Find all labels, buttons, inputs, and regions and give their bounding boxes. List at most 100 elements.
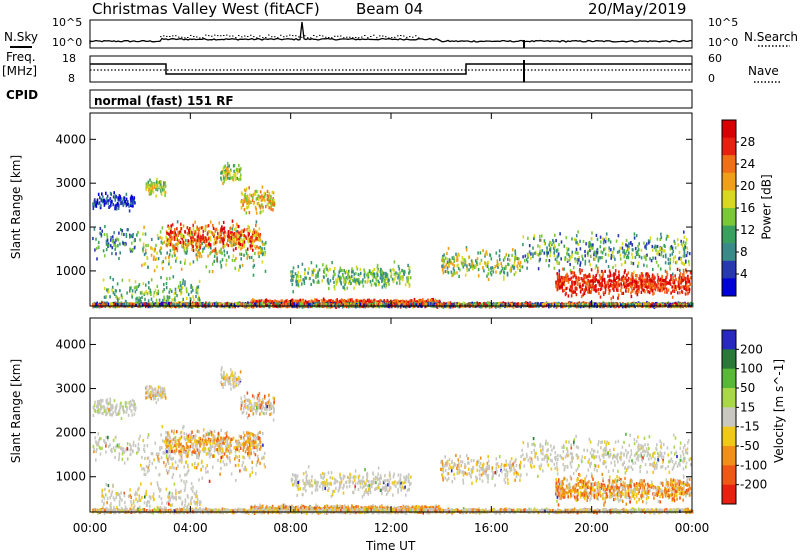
power-cell — [659, 246, 662, 251]
power-cell — [129, 235, 131, 239]
power-cell — [644, 255, 647, 259]
power-cell — [602, 271, 604, 275]
power-cell — [236, 230, 239, 234]
power-cell — [242, 229, 245, 233]
power-cell — [590, 290, 592, 294]
power-cell — [215, 240, 217, 244]
power-cell — [220, 176, 222, 180]
power-cell — [160, 246, 163, 250]
power-cell — [627, 271, 630, 275]
power-cell — [371, 269, 374, 273]
power-cell — [117, 244, 119, 248]
power-cell — [168, 253, 171, 257]
power-cell — [599, 256, 602, 260]
power-cell — [176, 227, 178, 231]
power-cell — [593, 250, 596, 254]
power-cell — [169, 249, 172, 253]
power-cell — [327, 281, 330, 285]
power-cell — [676, 267, 679, 271]
power-cell — [646, 275, 649, 279]
power-cell — [656, 284, 658, 288]
power-cell — [195, 290, 198, 294]
power-cell — [687, 259, 690, 264]
power-cell — [190, 285, 192, 289]
power-cell — [209, 243, 212, 247]
power-cell — [130, 286, 132, 290]
power-cell — [250, 255, 253, 259]
power-cell — [615, 281, 618, 286]
power-cell — [105, 248, 108, 252]
power-cell — [184, 261, 186, 265]
power-cell — [169, 238, 172, 242]
power-cell — [578, 283, 581, 287]
power-cell — [249, 244, 252, 248]
power-cell — [376, 276, 378, 280]
power-cell — [636, 274, 638, 278]
power-cell — [192, 245, 194, 249]
power-cell — [263, 194, 266, 199]
power-cell — [556, 261, 559, 265]
power-cell — [351, 267, 353, 271]
power-cell — [231, 231, 233, 235]
power-cell — [671, 289, 674, 293]
power-cell — [234, 266, 236, 270]
power-cell — [224, 230, 226, 234]
power-cell — [299, 298, 302, 302]
power-cell — [607, 274, 609, 278]
power-cell — [161, 241, 164, 245]
power-cell — [228, 255, 230, 259]
power-cell — [503, 277, 505, 281]
power-cell — [240, 247, 242, 251]
power-cell — [641, 274, 644, 278]
power-cell — [119, 289, 121, 293]
power-cell — [236, 176, 238, 180]
power-cell — [576, 258, 579, 262]
power-cell — [500, 269, 503, 273]
power-cell — [325, 273, 328, 277]
power-cell — [613, 276, 615, 280]
power-cell — [272, 200, 274, 204]
power-cell — [566, 247, 568, 251]
power-cell — [220, 247, 222, 251]
power-cell — [209, 252, 211, 256]
power-cell — [611, 284, 614, 288]
power-cell — [577, 280, 579, 284]
power-cell — [231, 233, 233, 237]
power-cell — [351, 270, 353, 274]
power-cell — [322, 275, 325, 279]
power-cell — [546, 246, 548, 250]
power-cell — [202, 247, 204, 252]
power-cell — [337, 274, 340, 278]
power-cell — [591, 287, 593, 292]
power-cell — [686, 292, 689, 296]
power-cell — [554, 257, 557, 261]
power-cell — [182, 234, 185, 239]
power-cell — [347, 272, 350, 276]
power-cell — [151, 300, 154, 305]
power-cell — [575, 247, 578, 251]
power-cell — [115, 244, 117, 248]
power-cell — [204, 240, 207, 244]
power-cell — [172, 247, 174, 251]
power-cell — [627, 287, 630, 291]
power-cell — [543, 239, 546, 243]
power-cell — [317, 274, 319, 278]
power-cell — [124, 199, 126, 204]
power-cell — [662, 254, 665, 258]
power-cell — [484, 252, 487, 256]
power-cell — [620, 263, 623, 267]
power-cell — [195, 288, 197, 292]
power-cell — [338, 270, 340, 274]
power-cell — [304, 272, 306, 276]
power-cell — [585, 285, 587, 289]
power-cell — [190, 236, 192, 240]
power-cell — [126, 202, 128, 206]
power-cell — [143, 252, 146, 257]
power-cell — [221, 251, 223, 255]
power-cell — [413, 297, 416, 302]
power-cell — [186, 289, 188, 293]
power-cell — [634, 274, 637, 278]
power-cell — [156, 284, 159, 288]
power-cell — [620, 288, 622, 292]
power-cell — [180, 222, 182, 226]
